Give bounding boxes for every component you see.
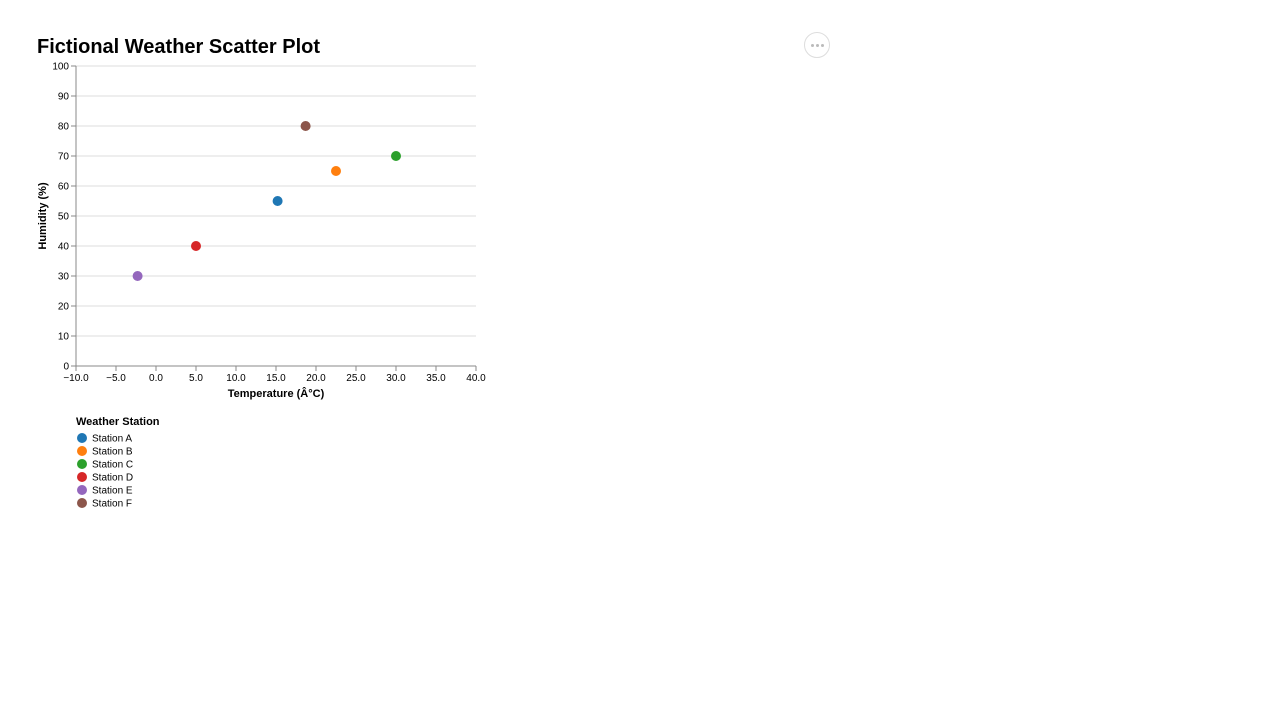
legend-swatch	[77, 485, 87, 495]
x-tick-label: 20.0	[306, 373, 326, 384]
legend-swatch	[77, 446, 87, 456]
y-tick-label: 10	[58, 332, 70, 343]
data-point-station-f[interactable]	[300, 121, 311, 131]
x-tick-label: −10.0	[63, 373, 89, 384]
x-tick-label: 15.0	[266, 373, 286, 384]
legend-title: Weather Station	[76, 416, 160, 428]
y-tick-label: 20	[58, 302, 70, 313]
legend-swatch	[77, 498, 87, 508]
y-axis-title: Humidity (%)	[37, 182, 49, 250]
more-horizontal-icon-dot	[820, 43, 824, 47]
more-actions-button[interactable]	[804, 32, 830, 58]
y-tick-label: 30	[58, 272, 70, 283]
data-point-station-b[interactable]	[331, 166, 341, 176]
data-point-station-c[interactable]	[391, 151, 401, 161]
axes: 0 10 20 30 40 50 60 70 80 90 100 −10.0 −5.0 0.0 5.0 10.…	[52, 62, 486, 385]
legend: Weather Station Station A Station B Statio…	[76, 416, 160, 510]
legend-label: Station A	[92, 434, 132, 445]
legend-label: Station D	[92, 473, 133, 484]
y-tick-label: 40	[58, 242, 70, 253]
x-tick-label: 25.0	[346, 373, 366, 384]
data-point-station-d[interactable]	[191, 241, 201, 251]
grid	[76, 65, 476, 367]
more-horizontal-icon-dot	[815, 43, 819, 47]
y-tick-label: 100	[52, 62, 69, 73]
y-tick-label: 0	[63, 362, 69, 373]
data-point-station-a[interactable]	[272, 196, 283, 206]
x-tick-label: 40.0	[466, 373, 486, 384]
legend-label: Station C	[92, 460, 133, 471]
x-tick-label: 35.0	[426, 373, 446, 384]
legend-swatch	[77, 459, 87, 469]
y-tick-label: 90	[58, 92, 70, 103]
y-tick-label: 80	[58, 122, 70, 133]
y-tick-label: 70	[58, 152, 70, 163]
y-tick-label: 60	[58, 182, 70, 193]
x-axis-title: Temperature (Â°C)	[228, 387, 325, 400]
more-horizontal-icon	[810, 43, 814, 47]
x-tick-label: −5.0	[106, 373, 126, 384]
legend-swatch	[77, 472, 87, 482]
chart-title: Fictional Weather Scatter Plot	[37, 36, 320, 58]
y-tick-label: 50	[58, 212, 70, 223]
legend-label: Station F	[92, 499, 132, 510]
legend-label: Station B	[92, 447, 133, 458]
x-tick-label: 30.0	[386, 373, 406, 384]
legend-label: Station E	[92, 486, 133, 497]
legend-swatch	[77, 433, 87, 443]
x-tick-label: 0.0	[149, 373, 163, 384]
data-point-station-e[interactable]	[132, 271, 143, 281]
x-tick-label: 10.0	[226, 373, 246, 384]
x-tick-label: 5.0	[189, 373, 203, 384]
data-points	[132, 121, 401, 281]
